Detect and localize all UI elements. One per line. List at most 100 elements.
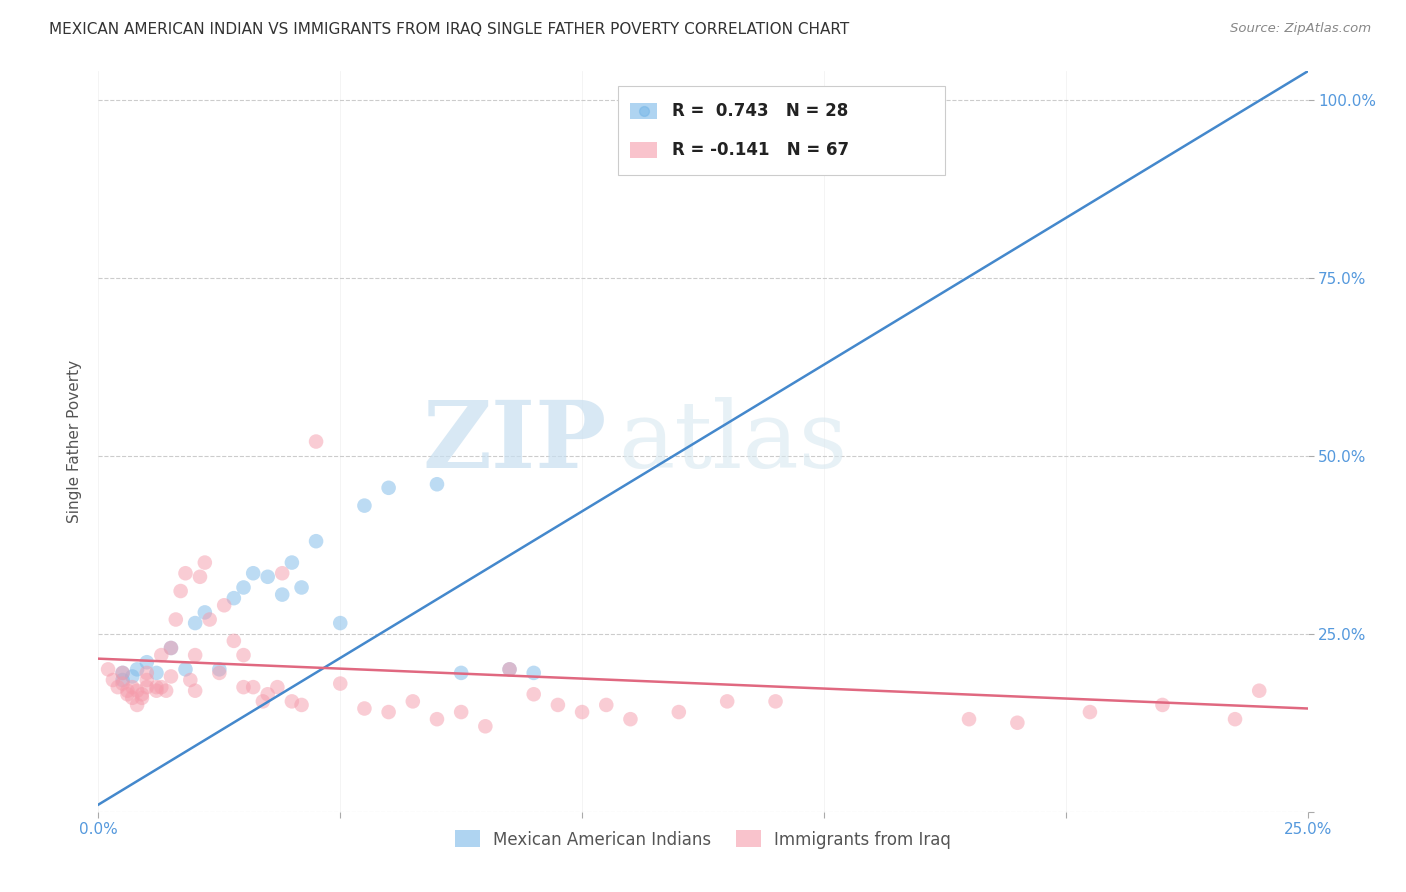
Point: [256, 570, 278, 584]
Point: [127, 698, 149, 712]
Point: [111, 665, 134, 680]
Point: [329, 616, 352, 631]
Point: [765, 694, 787, 708]
Point: [450, 665, 472, 680]
Point: [117, 683, 139, 698]
Point: [498, 662, 520, 676]
Point: [619, 712, 641, 726]
Point: [377, 705, 399, 719]
Point: [188, 570, 211, 584]
Point: [145, 680, 167, 694]
Text: R =  0.743   N = 28: R = 0.743 N = 28: [672, 102, 848, 120]
Point: [194, 606, 217, 620]
Point: [131, 690, 153, 705]
Point: [208, 665, 231, 680]
Point: [111, 665, 134, 680]
FancyBboxPatch shape: [619, 87, 945, 175]
Point: [290, 581, 312, 595]
Point: [523, 687, 546, 701]
Point: [174, 566, 197, 581]
Point: [860, 93, 883, 107]
Point: [135, 680, 157, 694]
Point: [194, 556, 217, 570]
Point: [184, 648, 207, 662]
Point: [198, 613, 221, 627]
Point: [1152, 698, 1174, 712]
Point: [97, 662, 120, 676]
Point: [179, 673, 201, 687]
Point: [256, 687, 278, 701]
Point: [1078, 705, 1101, 719]
Point: [1223, 712, 1246, 726]
Point: [232, 648, 254, 662]
Point: [111, 676, 134, 690]
Point: [1249, 683, 1271, 698]
Point: [242, 566, 264, 581]
Point: [450, 705, 472, 719]
Point: [117, 687, 139, 701]
Point: [135, 673, 157, 687]
Point: [402, 694, 425, 708]
Point: [1007, 715, 1029, 730]
Point: [101, 673, 124, 687]
Point: [184, 616, 207, 631]
Text: MEXICAN AMERICAN INDIAN VS IMMIGRANTS FROM IRAQ SINGLE FATHER POVERTY CORRELATIO: MEXICAN AMERICAN INDIAN VS IMMIGRANTS FR…: [49, 22, 849, 37]
Text: Source: ZipAtlas.com: Source: ZipAtlas.com: [1230, 22, 1371, 36]
Point: [165, 613, 187, 627]
Point: [131, 687, 153, 701]
Point: [377, 481, 399, 495]
Point: [426, 477, 449, 491]
Point: [266, 680, 288, 694]
Point: [242, 680, 264, 694]
Point: [281, 694, 304, 708]
Point: [789, 93, 811, 107]
Point: [252, 694, 274, 708]
Legend: Mexican American Indians, Immigrants from Iraq: Mexican American Indians, Immigrants fro…: [449, 823, 957, 855]
Point: [145, 665, 167, 680]
Point: [212, 599, 235, 613]
Point: [329, 676, 352, 690]
Text: R = -0.141   N = 67: R = -0.141 N = 67: [672, 141, 849, 159]
Point: [498, 662, 520, 676]
Point: [595, 698, 617, 712]
Point: [523, 665, 546, 680]
Point: [150, 680, 173, 694]
Point: [127, 662, 149, 676]
Point: [135, 655, 157, 669]
Point: [160, 669, 183, 683]
Point: [208, 662, 231, 676]
Point: [232, 680, 254, 694]
Point: [271, 566, 294, 581]
Point: [121, 669, 143, 683]
Point: [135, 665, 157, 680]
Point: [571, 705, 593, 719]
Point: [353, 701, 375, 715]
Point: [184, 683, 207, 698]
Point: [155, 683, 177, 698]
Point: [127, 683, 149, 698]
Point: [353, 499, 375, 513]
Point: [271, 588, 294, 602]
Point: [305, 534, 328, 549]
Point: [547, 698, 569, 712]
Point: [222, 591, 245, 606]
Point: [107, 680, 129, 694]
Point: [121, 680, 143, 694]
Point: [160, 640, 183, 655]
Text: atlas: atlas: [619, 397, 848, 486]
FancyBboxPatch shape: [630, 103, 657, 120]
Point: [957, 712, 980, 726]
FancyBboxPatch shape: [630, 142, 657, 158]
Point: [121, 690, 143, 705]
Text: ZIP: ZIP: [422, 397, 606, 486]
Point: [281, 556, 304, 570]
Point: [426, 712, 449, 726]
Point: [145, 683, 167, 698]
Point: [305, 434, 328, 449]
Point: [222, 633, 245, 648]
Y-axis label: Single Father Poverty: Single Father Poverty: [67, 360, 83, 523]
Point: [290, 698, 312, 712]
Point: [474, 719, 496, 733]
Point: [160, 640, 183, 655]
Point: [169, 584, 191, 599]
